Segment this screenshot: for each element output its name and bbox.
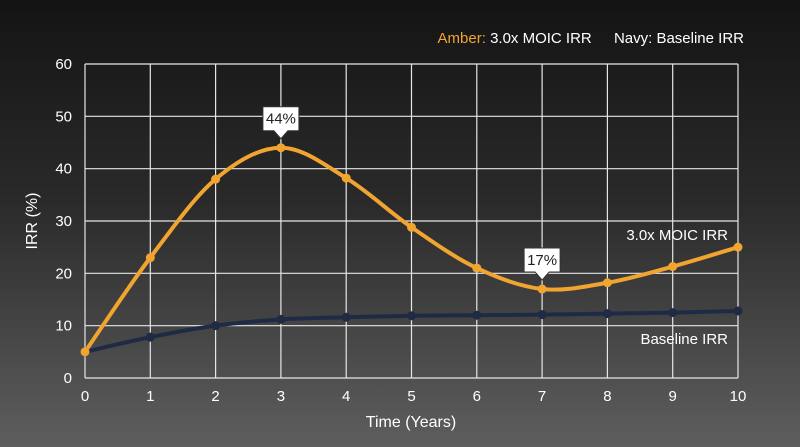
x-tick-label-4: 4 bbox=[342, 388, 350, 405]
data-point-0-5 bbox=[407, 222, 416, 232]
callout-0: 44% bbox=[262, 106, 300, 140]
series-label-navy: Baseline IRR bbox=[640, 331, 728, 348]
callout-box-1 bbox=[523, 247, 561, 281]
y-tick-label-4: 40 bbox=[55, 161, 72, 178]
data-point-0-6 bbox=[472, 263, 482, 273]
callout-box-0 bbox=[262, 106, 300, 140]
data-point-1-5 bbox=[407, 311, 416, 321]
legend-entry-navy: Navy: Baseline IRR bbox=[614, 30, 744, 47]
x-tick-label-5: 5 bbox=[407, 388, 415, 405]
data-point-0-0 bbox=[80, 347, 90, 357]
data-point-1-8 bbox=[602, 309, 612, 319]
x-tick-label-1: 1 bbox=[146, 388, 154, 405]
tick-labels: 0 1 2 3 4 5 6 7 8 9 10 0 10 20 30 40 50 60 bbox=[55, 56, 746, 405]
x-axis-title: Time (Years) bbox=[366, 414, 456, 431]
x-tick-label-0: 0 bbox=[81, 388, 89, 405]
y-tick-label-5: 50 bbox=[55, 108, 72, 125]
data-point-0-4 bbox=[341, 173, 351, 183]
x-tick-label-9: 9 bbox=[669, 388, 677, 405]
y-tick-label-1: 10 bbox=[55, 318, 72, 335]
series-line-0 bbox=[83, 145, 740, 354]
legend: Amber: 3.0x MOIC IRR Navy: Baseline IRR bbox=[438, 30, 744, 47]
y-tick-label-3: 30 bbox=[55, 213, 72, 230]
series-labels: 3.0x MOIC IRR Baseline IRR bbox=[626, 227, 728, 348]
y-tick-label-2: 20 bbox=[55, 265, 72, 282]
x-tick-label-2: 2 bbox=[211, 388, 219, 405]
x-tick-label-6: 6 bbox=[473, 388, 481, 405]
data-point-0-10 bbox=[733, 242, 743, 252]
legend-text-amber: 3.0x MOIC IRR bbox=[490, 30, 592, 47]
x-tick-label-7: 7 bbox=[538, 388, 546, 405]
x-tick-label-10: 10 bbox=[730, 388, 747, 405]
data-point-1-7 bbox=[537, 310, 547, 320]
data-point-1-2 bbox=[211, 321, 221, 331]
data-point-1-4 bbox=[341, 312, 351, 322]
y-tick-label-6: 60 bbox=[55, 56, 72, 73]
data-point-0-3 bbox=[276, 143, 286, 153]
legend-key-amber: Amber: bbox=[437, 30, 486, 47]
callout-label-1: 17% bbox=[527, 252, 557, 269]
data-point-1-1 bbox=[145, 332, 155, 342]
grid bbox=[84, 63, 739, 379]
legend-text-navy: Baseline IRR bbox=[656, 30, 744, 47]
data-point-0-9 bbox=[668, 262, 678, 272]
callouts: 44% 17% bbox=[262, 106, 561, 281]
data-point-1-3 bbox=[276, 314, 286, 324]
callout-1: 17% bbox=[523, 247, 561, 281]
data-point-0-2 bbox=[211, 174, 221, 184]
x-tick-label-3: 3 bbox=[277, 388, 285, 405]
legend-entry-amber: Amber: 3.0x MOIC IRR bbox=[438, 30, 596, 47]
data-point-0-8 bbox=[602, 278, 612, 288]
data-point-1-6 bbox=[472, 310, 482, 320]
data-point-1-10 bbox=[733, 306, 743, 316]
series-label-amber: 3.0x MOIC IRR bbox=[626, 227, 728, 244]
x-tick-label-8: 8 bbox=[603, 388, 611, 405]
y-tick-label-0: 0 bbox=[64, 370, 72, 387]
data-point-1-9 bbox=[668, 308, 678, 318]
data-point-0-7 bbox=[537, 284, 547, 294]
series-points bbox=[80, 143, 743, 357]
callout-label-0: 44% bbox=[266, 111, 296, 128]
y-axis-title: IRR (%) bbox=[24, 193, 41, 250]
legend-key-navy: Navy: bbox=[613, 30, 653, 47]
data-point-0-1 bbox=[145, 253, 155, 263]
